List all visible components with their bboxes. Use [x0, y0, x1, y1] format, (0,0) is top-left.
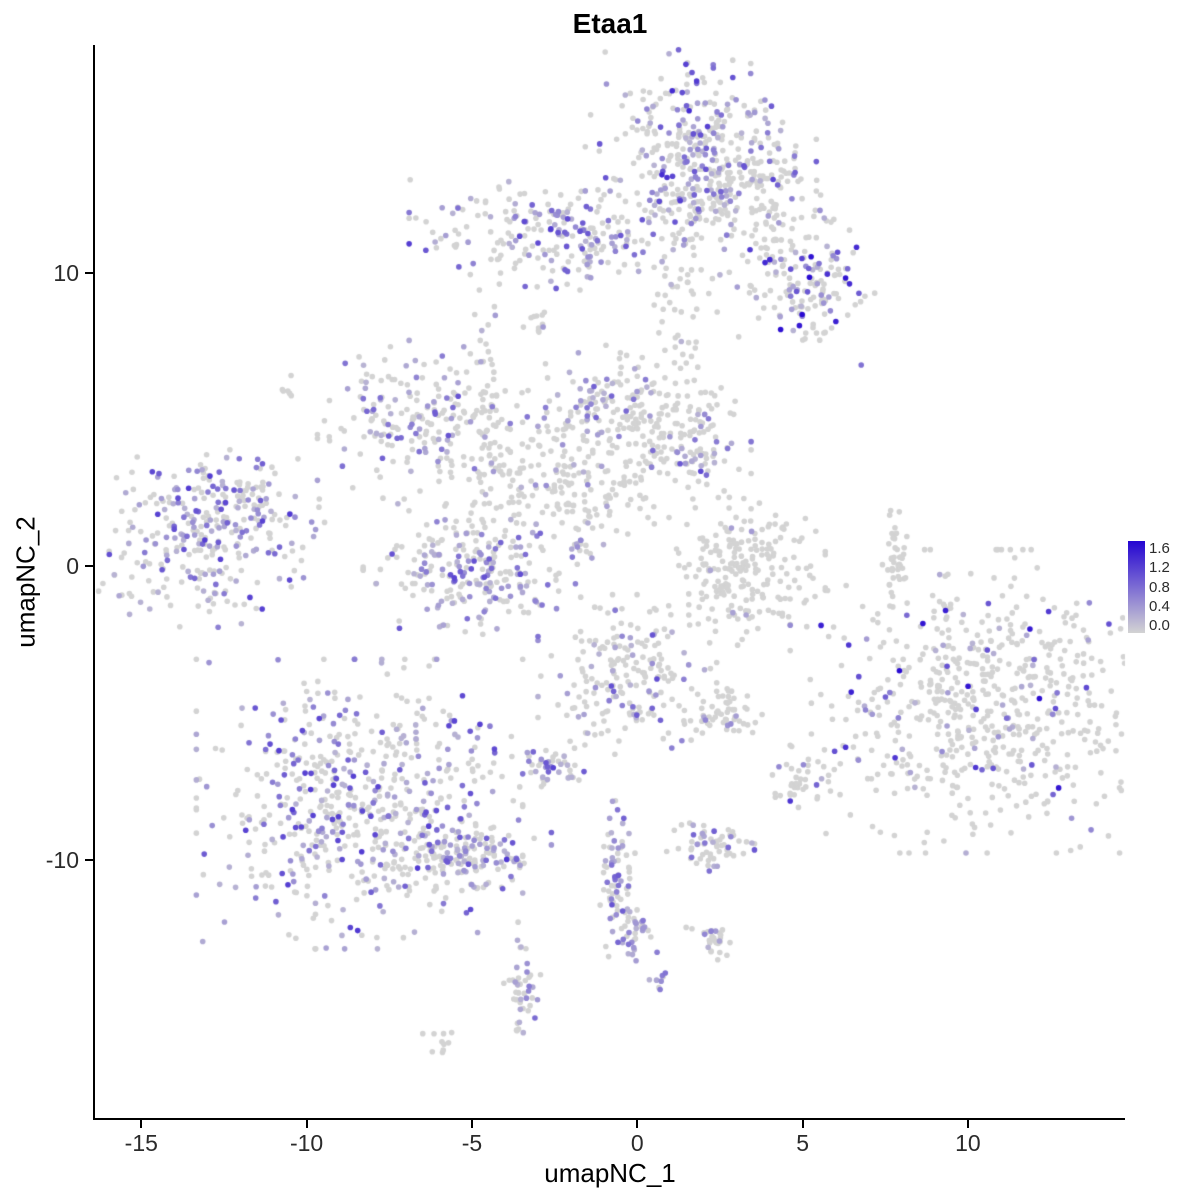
x-tick-label: -15	[124, 1130, 158, 1156]
y-axis-line	[93, 45, 95, 1120]
legend-label: 0.0	[1149, 617, 1170, 634]
x-tick-mark	[140, 1120, 143, 1128]
y-tick-mark	[85, 565, 93, 568]
x-tick-mark	[636, 1120, 639, 1128]
x-axis-title: umapNC_1	[544, 1158, 676, 1188]
y-tick-label: 0	[66, 553, 79, 580]
legend-label: 1.2	[1149, 559, 1170, 577]
legend: 1.6 1.2 0.8 0.4 0.0	[1128, 541, 1170, 633]
x-axis-line	[93, 1118, 1125, 1120]
x-tick-mark	[470, 1120, 473, 1128]
x-tick-label: -10	[289, 1130, 324, 1156]
legend-label: 1.6	[1149, 540, 1170, 557]
y-tick-mark	[85, 271, 93, 274]
x-tick-label: -5	[461, 1130, 483, 1156]
x-tick-mark	[966, 1120, 969, 1128]
x-tick-mark	[305, 1120, 308, 1128]
x-tick-label: 0	[630, 1130, 644, 1156]
y-tick-mark	[85, 858, 93, 861]
legend-labels: 1.6 1.2 0.8 0.4 0.0	[1149, 541, 1170, 633]
legend-label: 0.4	[1149, 597, 1170, 615]
y-axis-title: umapNC_2	[10, 516, 41, 648]
y-tick-label: 10	[53, 259, 79, 286]
x-tick-label: 5	[796, 1130, 809, 1156]
legend-label: 0.8	[1149, 578, 1170, 596]
x-tick-label: 10	[955, 1130, 981, 1156]
x-tick-mark	[801, 1120, 804, 1128]
legend-gradient-bar	[1128, 541, 1145, 633]
y-tick-label: -10	[45, 846, 79, 873]
